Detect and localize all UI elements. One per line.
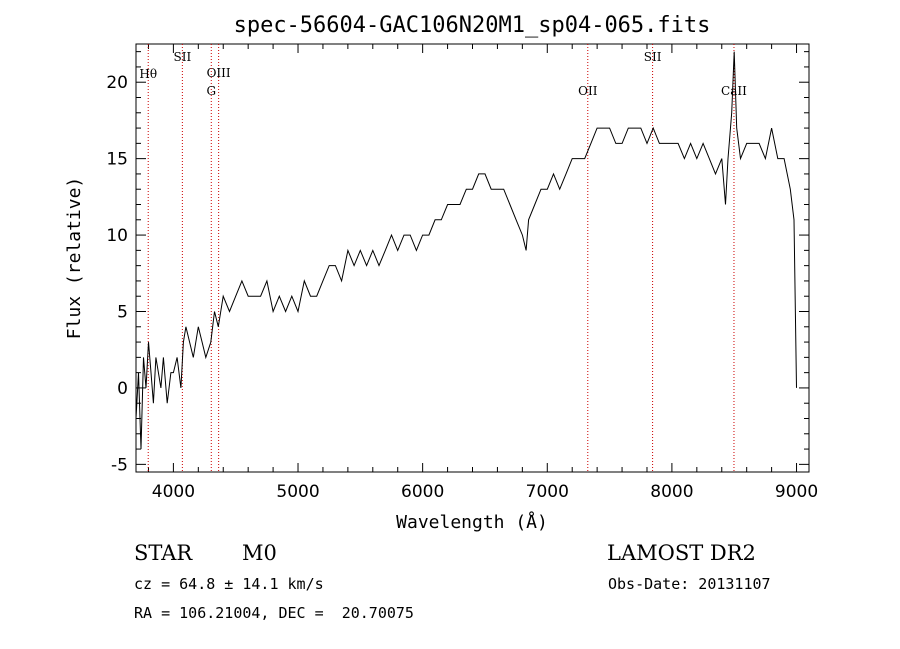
obs-date-text: Obs-Date: 20131107: [608, 575, 771, 593]
object-subclass: M0: [242, 541, 277, 565]
y-tick-label: 10: [106, 226, 128, 246]
x-axis: 4000 5000 6000 7000 8000 9000: [147, 44, 818, 502]
line-marker-label: Hθ: [139, 67, 157, 81]
y-axis: -5 0 5 10 15 20: [106, 51, 809, 475]
redshift-text: cz = 64.8 ± 14.1 km/s: [134, 575, 324, 593]
survey-name: LAMOST DR2: [607, 541, 756, 565]
line-marker-label: OII: [578, 84, 598, 98]
spectrum-line: [135, 51, 797, 450]
plot-frame: [135, 43, 810, 473]
line-marker-label: SII: [644, 50, 662, 64]
line-marker-label: OIII: [207, 66, 231, 80]
line-markers: Hθ SII OIII G OII SII CaII: [139, 44, 747, 472]
y-tick-label: 5: [117, 303, 128, 323]
x-tick-label: 7000: [526, 482, 569, 502]
y-tick-label: 0: [117, 379, 128, 399]
line-marker-label: SII: [174, 50, 192, 64]
line-marker-label: CaII: [721, 84, 747, 98]
y-axis-label: Flux (relative): [64, 177, 85, 340]
x-axis-label: Wavelength (Å): [396, 511, 548, 533]
line-marker-label: G: [206, 84, 216, 98]
x-tick-label: 6000: [401, 482, 444, 502]
object-class: STAR: [134, 541, 193, 565]
y-tick-label: 15: [106, 150, 128, 170]
x-tick-label: 4000: [152, 482, 195, 502]
chart-title: spec-56604-GAC106N20M1_sp04-065.fits: [234, 13, 711, 38]
x-tick-label: 5000: [276, 482, 319, 502]
x-tick-label: 9000: [775, 482, 818, 502]
coordinates-text: RA = 106.21004, DEC = 20.70075: [134, 604, 414, 622]
y-tick-label: 20: [106, 73, 128, 93]
x-tick-label: 8000: [650, 482, 693, 502]
y-tick-label: -5: [111, 455, 128, 475]
